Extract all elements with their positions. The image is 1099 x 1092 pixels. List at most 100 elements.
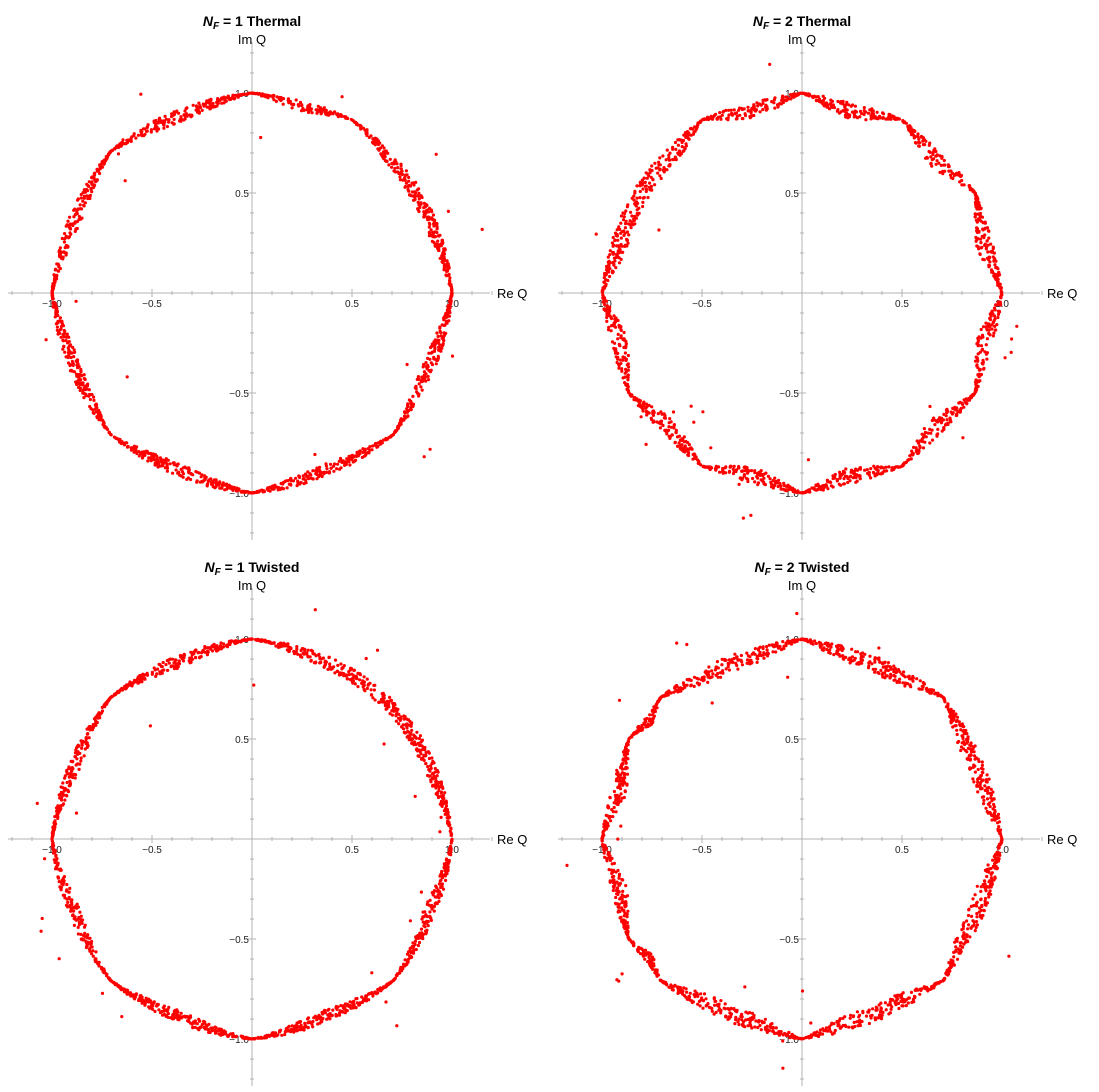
scatter-point (776, 105, 780, 109)
scatter-point (335, 669, 339, 673)
scatter-point (981, 221, 985, 225)
scatter-point (943, 169, 947, 173)
scatter-point (411, 402, 415, 406)
scatter-point (444, 878, 448, 882)
scatter-point (439, 878, 443, 882)
scatter-point (606, 328, 611, 332)
scatter-point (430, 891, 434, 895)
scatter-point (139, 92, 143, 96)
scatter-point (667, 158, 672, 162)
scatter-point (997, 309, 1002, 314)
scatter-point (845, 100, 849, 104)
scatter-point (259, 135, 263, 140)
scatter-point (64, 235, 68, 239)
scatter-point (363, 447, 367, 451)
scatter-point (171, 471, 175, 475)
scatter-point (339, 1004, 343, 1008)
scatter-point (863, 468, 867, 472)
scatter-point (743, 112, 747, 116)
scatter-point (427, 221, 431, 225)
scatter-point (181, 466, 185, 470)
scatter-point (661, 423, 665, 428)
scatter-point (398, 172, 402, 176)
scatter-point (626, 241, 630, 245)
scatter-point (693, 129, 697, 133)
scatter-point (343, 461, 347, 465)
scatter-point (818, 100, 822, 104)
scatter-point (721, 466, 725, 471)
scatter-point (981, 335, 985, 339)
scatter-point (638, 196, 642, 200)
scatter-point (676, 143, 680, 147)
scatter-point (66, 236, 71, 240)
scatter-point (621, 358, 625, 362)
scatter-point (751, 476, 755, 481)
scatter-point (718, 470, 722, 474)
scatter-point (1000, 293, 1004, 297)
scatter-point (448, 276, 452, 280)
scatter-point (148, 1006, 152, 1010)
scatter-point (862, 109, 866, 113)
scatter-point (188, 113, 192, 117)
scatter-point (429, 905, 433, 909)
scatter-point (153, 1009, 157, 1013)
scatter-point (390, 165, 394, 169)
scatter-point (79, 369, 83, 373)
scatter-point (198, 480, 202, 484)
scatter-point (220, 101, 224, 105)
scatter-point (658, 420, 663, 424)
scatter-point (428, 357, 432, 361)
scatter-point (617, 261, 622, 265)
scatter-point (405, 362, 409, 367)
scatter-point (822, 104, 826, 108)
scatter-point (848, 475, 852, 479)
scatter-point (407, 175, 411, 180)
scatter-point (829, 484, 833, 488)
scatter-point (343, 1011, 347, 1015)
scatter-point (436, 338, 440, 342)
scatter-point (260, 639, 264, 643)
scatter-point (746, 105, 750, 109)
scatter-point (338, 1013, 342, 1017)
scatter-point (371, 444, 375, 448)
scatter-point (325, 467, 329, 471)
scatter-point (913, 135, 917, 139)
scatter-point (992, 251, 996, 255)
scatter-point (621, 376, 625, 380)
scatter-point (740, 478, 744, 482)
scatter-point (207, 98, 211, 102)
scatter-point (329, 462, 333, 466)
scatter-point (606, 311, 610, 315)
scatter-point (322, 106, 326, 110)
scatter-point (930, 418, 934, 423)
scatter-point (957, 171, 961, 175)
scatter-point (682, 440, 686, 444)
scatter-point (413, 740, 417, 744)
scatter-point (921, 139, 925, 143)
scatter-point (974, 239, 978, 243)
scatter-point (889, 117, 893, 121)
scatter-point (862, 112, 866, 117)
scatter-point (812, 487, 816, 491)
scatter-point (76, 198, 80, 202)
scatter-point (328, 662, 332, 666)
scatter-point (426, 765, 430, 769)
scatter-point (965, 401, 969, 405)
scatter-point (146, 459, 150, 463)
scatter-point (617, 251, 621, 255)
scatter-point (416, 741, 420, 745)
scatter-point (1003, 356, 1007, 360)
scatter-point (54, 305, 58, 309)
scatter-point (633, 215, 637, 219)
scatter-point (923, 440, 927, 444)
scatter-point (306, 1026, 310, 1030)
x-tick-label: −0.5 (142, 299, 162, 310)
scatter-point (924, 139, 928, 143)
scatter-point (300, 104, 304, 108)
scatter-point (319, 112, 323, 116)
scatter-point (435, 331, 439, 335)
scatter-point (687, 131, 691, 135)
scatter-point (400, 172, 405, 177)
scatter-point (94, 950, 98, 954)
scatter-point (62, 875, 66, 879)
